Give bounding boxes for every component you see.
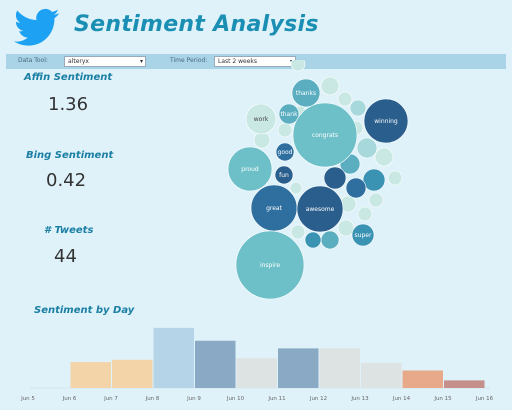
word-bubble [374, 147, 394, 167]
word-label-inspire: inspire [260, 262, 280, 269]
bar-jun-10 [236, 358, 277, 388]
word-label-great: great [266, 205, 283, 212]
data-tool-select[interactable]: alteryx ▾ [64, 56, 146, 67]
bar-jun-13 [361, 362, 402, 388]
word-label-super: super [355, 232, 372, 239]
word-bubble [320, 76, 340, 96]
word-bubble-awesome [296, 185, 344, 233]
word-bubble [349, 99, 367, 117]
word-bubble [337, 219, 355, 237]
word-label-congrats: congrats [312, 132, 338, 139]
word-label-work: work [254, 116, 269, 123]
word-bubble [290, 224, 306, 240]
filter-bar: Data Tool: alteryx ▾ Time Period: Last 2… [6, 54, 506, 69]
page-title: Sentiment Analysis [74, 12, 319, 37]
sentiment-by-day-title: Sentiment by Day [34, 305, 135, 316]
tweets-title: # Tweets [44, 225, 94, 236]
x-tick-label: Jun 5 [20, 396, 35, 402]
bar-jun-9 [195, 340, 236, 388]
data-tool-value: alteryx [68, 58, 89, 65]
word-label-winning: winning [374, 118, 398, 125]
bar-jun-15 [444, 380, 485, 388]
word-bubble-thanks [291, 78, 321, 108]
word-bubble [277, 122, 293, 138]
word-bubble-winning [363, 98, 409, 144]
x-tick-label: Jun 14 [392, 396, 411, 402]
x-tick-label: Jun 12 [309, 396, 327, 402]
word-bubble [323, 166, 347, 190]
affin-sentiment-value: 1.36 [48, 94, 89, 115]
bar-jun-6 [70, 362, 111, 388]
word-bubble [320, 230, 340, 250]
twitter-bird-icon [14, 8, 60, 46]
word-bubble-chart: thanks thank work congrats winning good proud f… [227, 60, 409, 300]
x-tick-label: Jun 8 [145, 396, 160, 402]
word-bubble-good [275, 142, 295, 162]
bar-jun-11 [278, 348, 319, 388]
bing-sentiment-title: Bing Sentiment [26, 150, 114, 161]
affin-sentiment-title: Affin Sentiment [24, 72, 113, 83]
word-label-awesome: awesome [306, 206, 335, 213]
word-bubble [289, 181, 303, 195]
bar-jun-12 [319, 348, 360, 388]
word-bubble [337, 91, 353, 107]
tweets-value: 44 [54, 246, 77, 267]
x-tick-label: Jun 10 [226, 396, 245, 402]
word-bubble-proud [227, 146, 273, 192]
bar-jun-14 [402, 370, 443, 388]
x-tick-label: Jun 7 [103, 396, 118, 402]
word-label-thanks: thanks [296, 90, 316, 97]
word-bubble-work [245, 103, 277, 135]
word-bubble [356, 137, 378, 159]
word-bubble [345, 177, 367, 199]
header: Sentiment Analysis [0, 0, 512, 54]
data-tool-label: Data Tool: [18, 57, 48, 64]
time-period-label: Time Period: [170, 57, 208, 64]
x-tick-label: Jun 6 [62, 396, 77, 402]
bar-jun-7 [112, 359, 153, 388]
word-bubble [304, 231, 322, 249]
word-bubble-congrats [292, 102, 358, 168]
word-bubble [362, 168, 386, 192]
bing-sentiment-value: 0.42 [46, 170, 87, 191]
word-bubble [290, 60, 306, 72]
x-tick-label: Jun 16 [475, 396, 494, 402]
word-bubble-thank [278, 103, 300, 125]
word-label-proud: proud [241, 166, 259, 173]
x-tick-label: Jun 15 [433, 396, 452, 402]
word-label-thank: thank [280, 111, 298, 118]
word-label-fun: fun [279, 172, 289, 179]
time-period-value: Last 2 weeks [218, 58, 258, 65]
chevron-down-icon: ▾ [139, 58, 143, 65]
word-bubble [387, 170, 403, 186]
word-label-good: good [278, 149, 293, 156]
x-tick-label: Jun 9 [186, 396, 201, 402]
word-bubble [253, 131, 271, 149]
word-bubble [368, 192, 384, 208]
word-bubble-inspire [235, 230, 305, 300]
sentiment-by-day-chart: Jun 5 Jun 6 Jun 7 Jun 8 Jun 9 Jun 10 Jun 11 Jun… [20, 327, 494, 402]
word-bubble [357, 206, 373, 222]
x-tick-label: Jun 13 [350, 396, 369, 402]
word-bubble-fun [274, 165, 294, 185]
x-tick-label: Jun 11 [267, 396, 285, 402]
bar-jun-8 [153, 327, 194, 388]
word-bubble-super [351, 223, 375, 247]
